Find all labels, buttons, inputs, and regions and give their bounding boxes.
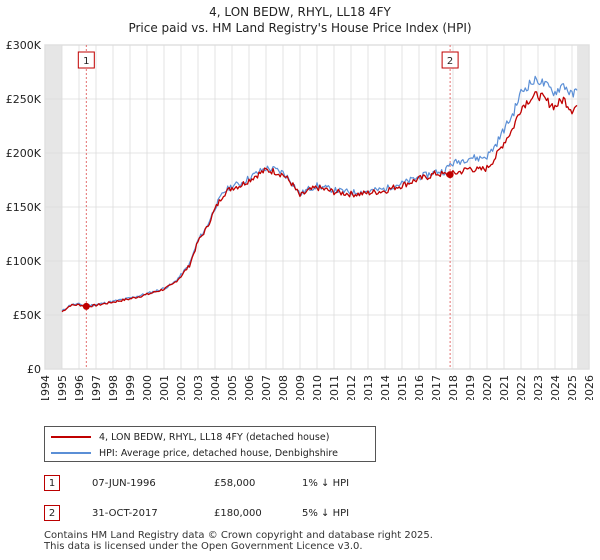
sale-2-badge-box bbox=[441, 51, 459, 69]
x-tick-label: 2012 bbox=[345, 375, 358, 400]
x-tick-label: 2017 bbox=[430, 375, 443, 400]
x-tick-label: 2010 bbox=[311, 375, 324, 400]
legend-label-property: 4, LON BEDW, RHYL, LL18 4FY (detached ho… bbox=[99, 431, 330, 443]
sale-date-2: 31-OCT-2017 bbox=[92, 507, 158, 519]
x-tick-label: 2007 bbox=[260, 375, 273, 400]
x-tick-label: 1994 bbox=[39, 375, 52, 400]
footer: Contains HM Land Registry data © Crown c… bbox=[44, 530, 433, 552]
x-tick-label: 2004 bbox=[209, 375, 222, 400]
sale-row-1: 1 07-JUN-1996 £58,000 1% ↓ HPI bbox=[44, 474, 349, 492]
sale-1-badge-label: 1 bbox=[83, 56, 89, 67]
x-tick-label: 2019 bbox=[464, 375, 477, 400]
legend-item-property: 4, LON BEDW, RHYL, LL18 4FY (detached ho… bbox=[51, 429, 329, 445]
x-tick-label: 1998 bbox=[107, 375, 120, 400]
x-tick-label: 2003 bbox=[192, 375, 205, 400]
legend-swatch-hpi bbox=[51, 452, 91, 454]
sale-price-1: £58,000 bbox=[214, 477, 256, 489]
sale-hpi-2: 5% ↓ HPI bbox=[302, 507, 350, 519]
footer-line-2: This data is licensed under the Open Gov… bbox=[44, 541, 363, 552]
price-series-line bbox=[61, 91, 578, 313]
chart-subtitle: Price paid vs. HM Land Registry's House … bbox=[128, 21, 472, 35]
sale-price-2: £180,000 bbox=[214, 507, 262, 519]
sale-hpi-1: 1% ↓ HPI bbox=[302, 477, 350, 489]
x-tick-label: 2015 bbox=[396, 375, 409, 400]
footer-line-1: Contains HM Land Registry data © Crown c… bbox=[44, 530, 433, 541]
y-tick-label: £150K bbox=[6, 201, 42, 214]
x-tick-label: 2024 bbox=[549, 375, 562, 400]
y-tick-label: £200K bbox=[6, 147, 42, 160]
x-tick-label: 2000 bbox=[141, 375, 154, 400]
sale-1-point bbox=[82, 302, 90, 310]
x-tick-label: 2026 bbox=[583, 375, 596, 400]
x-tick-label: 2006 bbox=[243, 375, 256, 400]
x-tick-label: 2008 bbox=[277, 375, 290, 400]
x-tick-label: 2025 bbox=[566, 375, 579, 400]
x-tick-label: 2016 bbox=[413, 375, 426, 400]
y-tick-label: £250K bbox=[6, 93, 42, 106]
x-tick-label: 2021 bbox=[498, 375, 511, 400]
legend-label-hpi: HPI: Average price, detached house, Denb… bbox=[99, 447, 338, 459]
sale-date-1: 07-JUN-1996 bbox=[92, 477, 156, 489]
price-chart: 1 2 1994 1995 1996 1997 1998 1999 2000 2001 2002 2… bbox=[6, 39, 596, 400]
y-tick-label: £300K bbox=[6, 39, 42, 52]
sale-row-2: 2 31-OCT-2017 £180,000 5% ↓ HPI bbox=[44, 504, 349, 522]
x-tick-label: 1997 bbox=[90, 375, 103, 400]
x-tick-label: 2009 bbox=[294, 375, 307, 400]
legend-swatch-property bbox=[51, 436, 91, 438]
legend: 4, LON BEDW, RHYL, LL18 4FY (detached ho… bbox=[44, 426, 376, 462]
sale-badge-1: 1 bbox=[44, 475, 60, 491]
x-tick-label: 2001 bbox=[158, 375, 171, 400]
x-tick-label: 2002 bbox=[175, 375, 188, 400]
x-tick-label: 2011 bbox=[328, 375, 341, 400]
sale-1-badge-box bbox=[77, 51, 95, 69]
x-tick-label: 2018 bbox=[447, 375, 460, 400]
x-tick-label: 2014 bbox=[379, 375, 392, 400]
y-tick-label: £50K bbox=[13, 309, 42, 322]
y-tick-label: £100K bbox=[6, 255, 42, 268]
chart-title-block: 4, LON BEDW, RHYL, LL18 4FY Price paid v… bbox=[0, 4, 600, 36]
x-tick-label: 2013 bbox=[362, 375, 375, 400]
legend-item-hpi: HPI: Average price, detached house, Denb… bbox=[51, 445, 338, 461]
x-tick-label: 1996 bbox=[73, 375, 86, 400]
chart-title: 4, LON BEDW, RHYL, LL18 4FY bbox=[209, 5, 391, 19]
sale-2-point bbox=[446, 171, 454, 179]
sale-2-badge-label: 2 bbox=[447, 56, 453, 67]
x-tick-label: 2023 bbox=[532, 375, 545, 400]
y-tick-label: £0 bbox=[27, 363, 41, 376]
x-tick-label: 1999 bbox=[124, 375, 137, 400]
x-tick-label: 1995 bbox=[56, 375, 69, 400]
sale-badge-2: 2 bbox=[44, 505, 60, 521]
x-tick-label: 2022 bbox=[515, 375, 528, 400]
x-tick-label: 2020 bbox=[481, 375, 494, 400]
x-tick-label: 2005 bbox=[226, 375, 239, 400]
